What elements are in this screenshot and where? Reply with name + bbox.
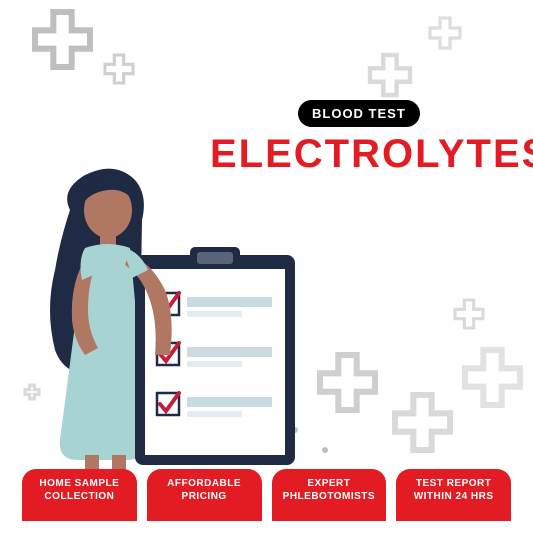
feature-text: WITHIN 24 HRS bbox=[414, 491, 494, 502]
feature-text: PRICING bbox=[182, 491, 227, 502]
feature-text: EXPERT bbox=[307, 478, 350, 489]
woman-clipboard-illustration bbox=[30, 160, 310, 480]
feature-text: COLLECTION bbox=[44, 491, 114, 502]
feature-list: HOME SAMPLE COLLECTION AFFORDABLE PRICIN… bbox=[22, 469, 511, 521]
feature-expert: EXPERT PHLEBOTOMISTS bbox=[272, 469, 387, 521]
feature-affordable: AFFORDABLE PRICING bbox=[147, 469, 262, 521]
feature-home-sample: HOME SAMPLE COLLECTION bbox=[22, 469, 137, 521]
feature-text: AFFORDABLE bbox=[167, 478, 241, 489]
feature-text: TEST REPORT bbox=[416, 478, 492, 489]
feature-report: TEST REPORT WITHIN 24 HRS bbox=[396, 469, 511, 521]
category-badge: BLOOD TEST bbox=[298, 100, 420, 127]
feature-text: HOME SAMPLE bbox=[39, 478, 119, 489]
feature-text: PHLEBOTOMISTS bbox=[283, 491, 375, 502]
